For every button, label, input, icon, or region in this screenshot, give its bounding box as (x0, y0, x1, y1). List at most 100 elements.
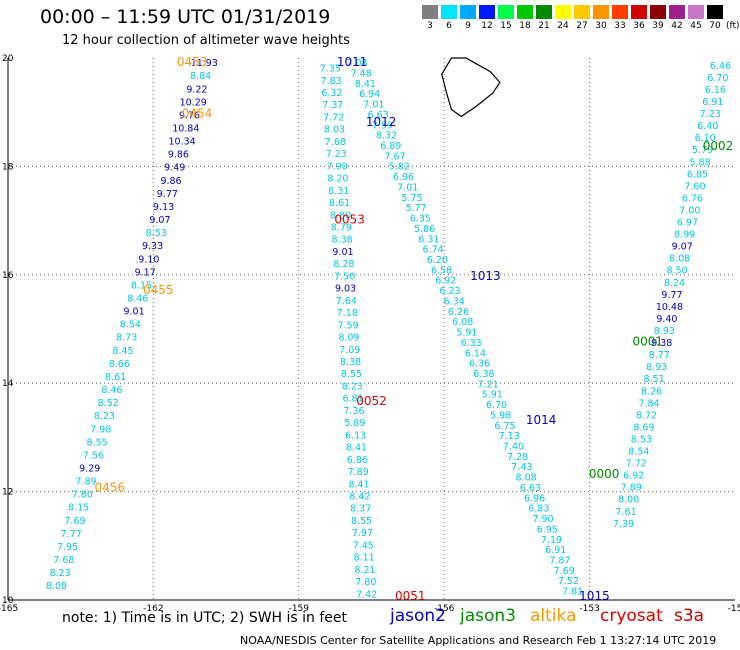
wave-height-value: 7.59 (337, 320, 358, 331)
wave-height-value: 9.86 (160, 176, 181, 187)
legend-label: 3 (427, 21, 433, 31)
wave-height-value: 10.84 (172, 124, 199, 135)
wave-height-value: 8.20 (327, 174, 348, 185)
wave-height-value: 7.72 (626, 459, 647, 470)
legend-unit: (ft) (726, 21, 740, 31)
wave-height-value: 7.72 (323, 112, 344, 123)
wave-height-value: 5.98 (490, 410, 511, 421)
wave-height-value: 8.77 (649, 350, 670, 361)
wave-height-value: 6.91 (545, 545, 566, 556)
wave-height-value: 6.94 (359, 89, 380, 100)
legend-label: 30 (595, 21, 607, 31)
wave-height-value: 7.01 (363, 100, 384, 111)
lat-tick-label: 20 (2, 54, 14, 64)
legend-jason3: jason3 (460, 606, 516, 626)
wave-height-value: 7.13 (499, 431, 520, 442)
lat-tick-label: 12 (2, 488, 13, 498)
footer-credit: NOAA/NESDIS Center for Satellite Applica… (240, 634, 717, 647)
legend-swatch (422, 5, 438, 19)
wave-height-value: 8.38 (332, 235, 353, 246)
wave-height-value: 7.23 (326, 149, 347, 160)
wave-height-value: 7.45 (353, 540, 374, 551)
wave-height-value: 6.26 (448, 307, 469, 318)
wave-height-value: 7.83 (321, 76, 342, 87)
wave-height-value: 8.53 (631, 434, 652, 445)
wave-height-value: 7.40 (503, 442, 524, 453)
legend-label: 6 (446, 21, 452, 31)
pass-label: 0053 (334, 212, 365, 226)
wave-height-value: 8.15 (131, 280, 152, 291)
wave-height-value: 6.40 (697, 121, 718, 132)
wave-height-value: 8.84 (190, 71, 211, 82)
legend-swatch (612, 5, 628, 19)
wave-height-value: 7.39 (613, 519, 634, 530)
wave-height-value: 8.21 (354, 565, 375, 576)
wave-height-value: 8.09 (338, 333, 359, 344)
wave-height-value: 8.42 (349, 491, 370, 502)
wave-height-value: 9.77 (661, 290, 682, 301)
wave-height-value: 7.37 (322, 100, 343, 111)
wave-height-value: 7.35 (320, 64, 341, 75)
wave-height-value: 9.13 (153, 202, 174, 213)
legend-label: 36 (633, 21, 645, 31)
wave-height-value: 6.36 (469, 359, 490, 370)
wave-height-value: 7.00 (679, 205, 700, 216)
island-outline (441, 57, 501, 118)
legend-label: 21 (538, 21, 550, 31)
wave-height-value: 8.61 (329, 198, 350, 209)
wave-height-value: 7.95 (57, 542, 78, 553)
legend-label: 15 (500, 21, 512, 31)
wave-height-value: 7.60 (684, 181, 705, 192)
lon-tick-label: -159 (289, 604, 310, 614)
wave-height-value: 8.93 (646, 362, 667, 373)
wave-height-value: 8.26 (641, 386, 662, 397)
wave-height-value: 8.32 (376, 131, 397, 142)
legend-swatch (498, 5, 514, 19)
wave-height-value: 8.45 (112, 346, 133, 357)
wave-height-value: 8.79 (331, 222, 352, 233)
legend-label: 45 (690, 21, 702, 31)
wave-height-value: 6.76 (682, 193, 703, 204)
wave-height-value: 10.34 (169, 137, 196, 148)
wave-height-value: 7.69 (554, 566, 575, 577)
wave-height-value: 7.90 (532, 514, 553, 525)
wave-height-value: 5.89 (344, 418, 365, 429)
wave-height-value: 7.19 (541, 535, 562, 546)
wave-height-value: 11.93 (191, 58, 218, 69)
legend-swatch (517, 5, 533, 19)
wave-height-value: 9.22 (186, 84, 207, 95)
wave-height-value: 10.48 (656, 302, 683, 313)
pass-label: 1013 (470, 269, 501, 283)
lon-tick-label: -15 (728, 604, 740, 614)
wave-height-value: 7.69 (64, 516, 85, 527)
lon-tick-label: -156 (434, 604, 455, 614)
wave-height-value: 5.91 (456, 328, 477, 339)
legend-swatch (593, 5, 609, 19)
wave-height-value: 7.18 (337, 308, 358, 319)
wave-height-value: 6.91 (702, 97, 723, 108)
wave-height-value: 6.70 (707, 73, 728, 84)
wave-height-value: 8.50 (667, 266, 688, 277)
wave-height-value: 7.89 (348, 467, 369, 478)
wave-height-value: 7.89 (75, 477, 96, 488)
wave-height-value: 6.32 (321, 88, 342, 99)
legend-swatch (669, 5, 685, 19)
wave-height-value: 6.97 (677, 218, 698, 229)
legend-swatch (460, 5, 476, 19)
wave-height-value: 9.38 (651, 338, 672, 349)
wave-height-value: 8.41 (355, 79, 376, 90)
wave-height-value: 9.01 (123, 307, 144, 318)
wave-height-value: 8.23 (50, 568, 71, 579)
legend-s3a: s3a (674, 606, 705, 626)
wave-height-value: 6.20 (427, 255, 448, 266)
wave-height-value: 9.29 (79, 463, 100, 474)
legend-cryosat: cryosat (600, 606, 663, 626)
legend-altika: altika (530, 606, 577, 626)
wave-height-value: 8.51 (644, 374, 665, 385)
wave-height-value: 6.83 (528, 504, 549, 515)
legend-swatch (650, 5, 666, 19)
wave-height-value: 7.59 (372, 120, 393, 131)
pass-label: 0002 (703, 139, 734, 153)
lat-tick-label: 18 (2, 162, 14, 172)
pass-label: 0001 (632, 334, 663, 348)
